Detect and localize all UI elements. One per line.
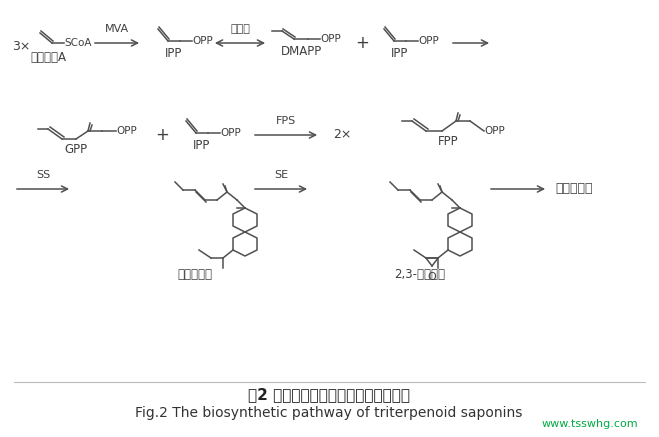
Text: SCoA: SCoA <box>64 38 92 48</box>
Text: Fig.2 The biosynthetic pathway of triterpenoid saponins: Fig.2 The biosynthetic pathway of triter… <box>135 406 523 420</box>
Text: 乙酰辅酶A: 乙酰辅酶A <box>30 51 66 64</box>
Text: +: + <box>355 34 369 52</box>
Text: 图2 三萜皂苷类化合物的生物合成途径: 图2 三萜皂苷类化合物的生物合成途径 <box>248 388 410 402</box>
Text: MVA: MVA <box>105 24 129 34</box>
Text: 异构化: 异构化 <box>230 24 250 34</box>
Text: +: + <box>155 126 169 144</box>
Text: IPP: IPP <box>391 47 409 60</box>
Text: FPS: FPS <box>276 116 296 126</box>
Text: 2,3-氧化鲨烯: 2,3-氧化鲨烯 <box>395 268 445 281</box>
Text: OPP: OPP <box>484 126 505 136</box>
Text: IPP: IPP <box>165 47 183 60</box>
Text: OPP: OPP <box>418 36 439 46</box>
Text: DMAPP: DMAPP <box>281 45 323 58</box>
Text: OPP: OPP <box>320 34 341 44</box>
Text: OPP: OPP <box>220 128 241 138</box>
Text: 反式角鲨烯: 反式角鲨烯 <box>177 268 212 281</box>
Text: FPP: FPP <box>438 135 458 148</box>
Text: O: O <box>428 272 436 282</box>
Text: www.tsswhg.com: www.tsswhg.com <box>542 419 638 429</box>
Text: OPP: OPP <box>116 126 137 136</box>
Text: GPP: GPP <box>65 143 88 156</box>
Text: SE: SE <box>274 170 288 180</box>
Text: 3×: 3× <box>12 41 30 53</box>
Text: 三萜皂苷类: 三萜皂苷类 <box>555 183 592 195</box>
Text: OPP: OPP <box>192 36 213 46</box>
Text: SS: SS <box>36 170 50 180</box>
Text: IPP: IPP <box>193 139 211 152</box>
Text: 2×: 2× <box>333 128 351 142</box>
